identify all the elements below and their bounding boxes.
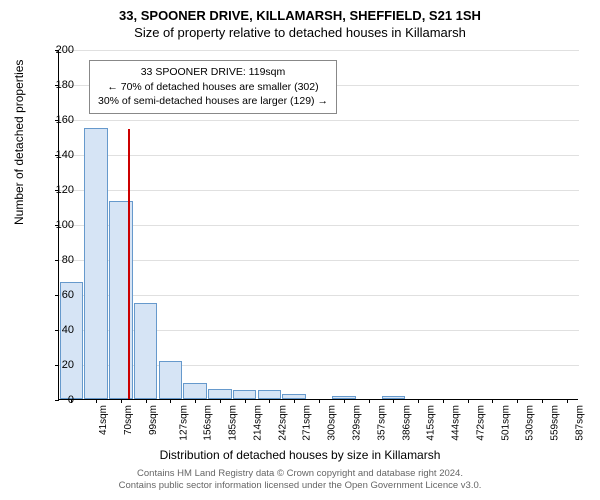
xtick-mark xyxy=(344,399,345,403)
xtick-mark xyxy=(468,399,469,403)
xtick-label: 472sqm xyxy=(475,405,486,441)
title-description: Size of property relative to detached ho… xyxy=(0,23,600,40)
xtick-mark xyxy=(121,399,122,403)
xtick-mark xyxy=(443,399,444,403)
histogram-bar xyxy=(84,128,108,399)
xtick-label: 587sqm xyxy=(574,405,585,441)
marker-line3: 30% of semi-detached houses are larger (… xyxy=(98,94,328,109)
grid-line xyxy=(59,295,579,296)
footer-attribution: Contains HM Land Registry data © Crown c… xyxy=(0,468,600,493)
xtick-label: 386sqm xyxy=(401,405,412,441)
grid-line xyxy=(59,155,579,156)
y-axis-label: Number of detached properties xyxy=(12,60,26,225)
xtick-label: 530sqm xyxy=(525,405,536,441)
xtick-mark xyxy=(369,399,370,403)
xtick-label: 242sqm xyxy=(277,405,288,441)
xtick-mark xyxy=(393,399,394,403)
footer-line2: Contains public sector information licen… xyxy=(0,480,600,492)
xtick-mark xyxy=(542,399,543,403)
xtick-label: 156sqm xyxy=(203,405,214,441)
xtick-label: 444sqm xyxy=(451,405,462,441)
grid-line xyxy=(59,190,579,191)
ytick-label: 20 xyxy=(44,359,74,371)
ytick-label: 160 xyxy=(44,114,74,126)
xtick-mark xyxy=(245,399,246,403)
x-axis-label: Distribution of detached houses by size … xyxy=(0,448,600,462)
grid-line xyxy=(59,225,579,226)
chart-area: 41sqm70sqm99sqm127sqm156sqm185sqm214sqm2… xyxy=(58,50,578,400)
xtick-mark xyxy=(294,399,295,403)
xtick-label: 415sqm xyxy=(426,405,437,441)
grid-line xyxy=(59,260,579,261)
footer-line1: Contains HM Land Registry data © Crown c… xyxy=(0,468,600,480)
ytick-label: 100 xyxy=(44,219,74,231)
marker-line1: 33 SPOONER DRIVE: 119sqm xyxy=(98,65,328,80)
xtick-mark xyxy=(567,399,568,403)
xtick-label: 99sqm xyxy=(148,405,159,435)
xtick-label: 70sqm xyxy=(123,405,134,435)
title-address: 33, SPOONER DRIVE, KILLAMARSH, SHEFFIELD… xyxy=(0,0,600,23)
xtick-label: 185sqm xyxy=(228,405,239,441)
marker-line xyxy=(128,129,130,399)
xtick-mark xyxy=(146,399,147,403)
marker-annotation: 33 SPOONER DRIVE: 119sqm← 70% of detache… xyxy=(89,60,337,114)
xtick-label: 501sqm xyxy=(500,405,511,441)
xtick-mark xyxy=(220,399,221,403)
xtick-label: 357sqm xyxy=(376,405,387,441)
xtick-label: 41sqm xyxy=(98,405,109,435)
grid-line xyxy=(59,120,579,121)
histogram-bar xyxy=(208,389,232,400)
histogram-bar xyxy=(159,361,183,400)
xtick-label: 559sqm xyxy=(550,405,561,441)
histogram-bar xyxy=(134,303,158,399)
xtick-label: 127sqm xyxy=(178,405,189,441)
xtick-mark xyxy=(492,399,493,403)
xtick-mark xyxy=(319,399,320,403)
grid-line xyxy=(59,50,579,51)
xtick-label: 271sqm xyxy=(302,405,313,441)
xtick-label: 214sqm xyxy=(253,405,264,441)
xtick-label: 300sqm xyxy=(327,405,338,441)
histogram-bar xyxy=(183,383,207,399)
ytick-label: 60 xyxy=(44,289,74,301)
ytick-label: 120 xyxy=(44,184,74,196)
plot-area: 41sqm70sqm99sqm127sqm156sqm185sqm214sqm2… xyxy=(58,50,578,400)
marker-line2: ← 70% of detached houses are smaller (30… xyxy=(98,80,328,95)
ytick-label: 0 xyxy=(44,394,74,406)
xtick-mark xyxy=(170,399,171,403)
ytick-label: 200 xyxy=(44,44,74,56)
xtick-mark xyxy=(96,399,97,403)
xtick-mark xyxy=(195,399,196,403)
ytick-label: 140 xyxy=(44,149,74,161)
xtick-mark xyxy=(418,399,419,403)
histogram-bar xyxy=(233,390,257,399)
xtick-mark xyxy=(269,399,270,403)
xtick-mark xyxy=(517,399,518,403)
histogram-bar xyxy=(258,390,282,399)
ytick-label: 180 xyxy=(44,79,74,91)
ytick-label: 80 xyxy=(44,254,74,266)
ytick-label: 40 xyxy=(44,324,74,336)
xtick-label: 329sqm xyxy=(352,405,363,441)
